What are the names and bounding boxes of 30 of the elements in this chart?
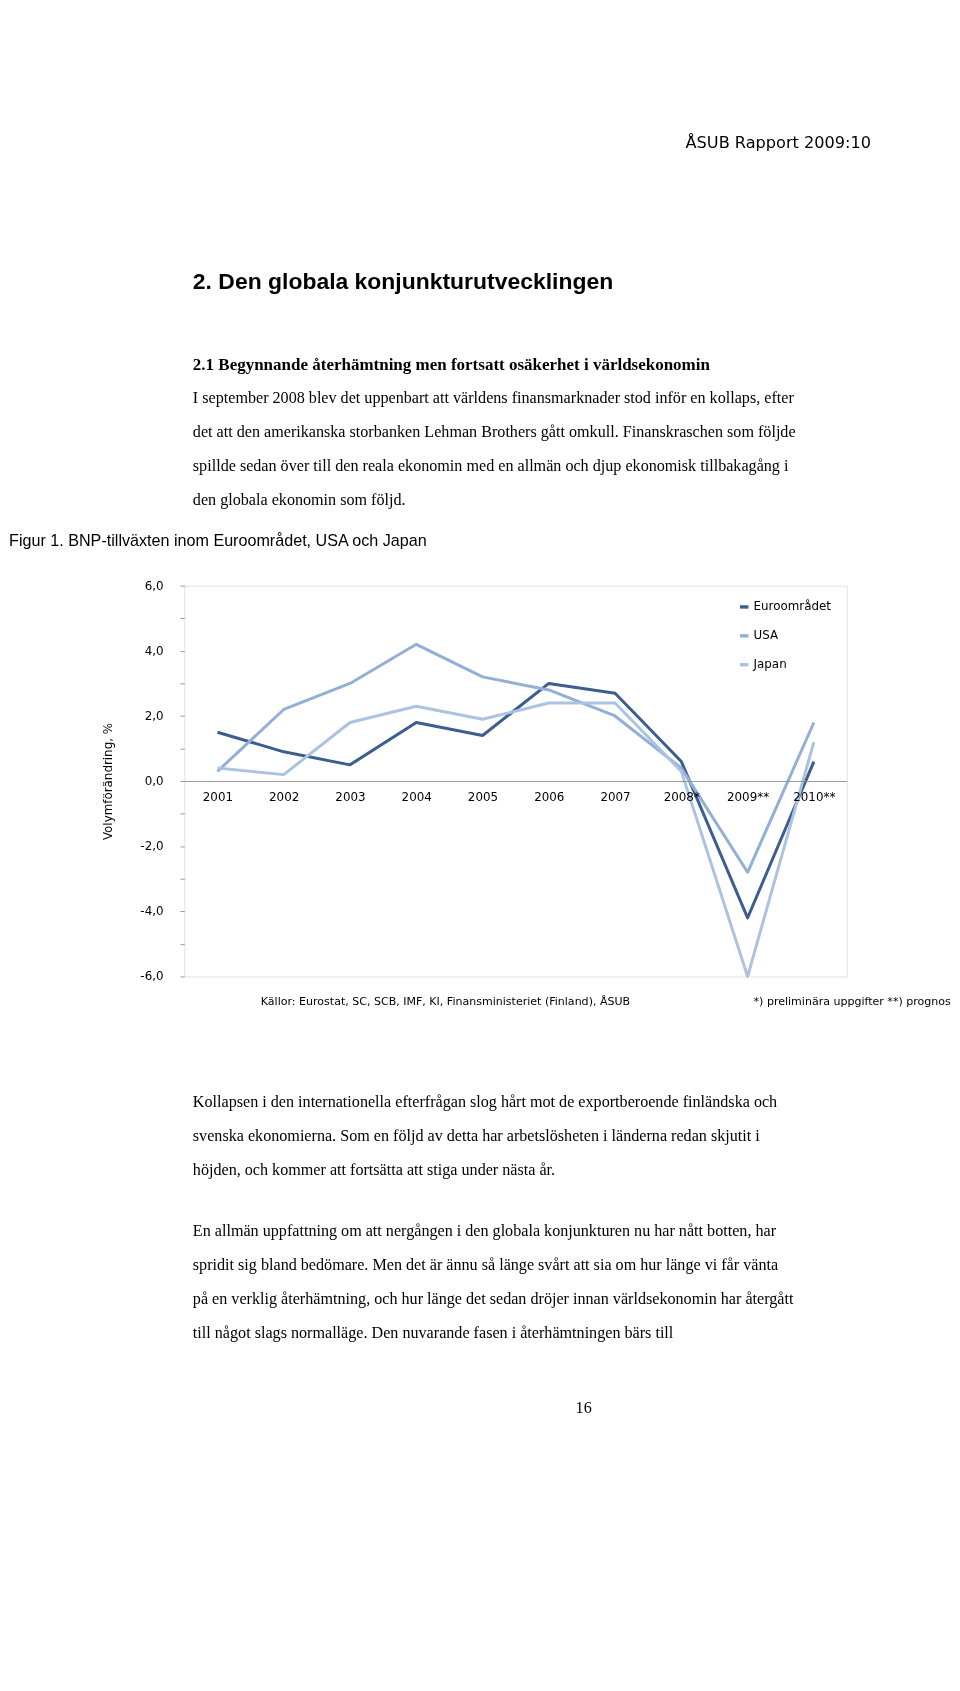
legend-label: Euroområdet [753,599,832,614]
y-tick-label: 2,0 [144,708,164,723]
text: ÅSUB Rapport 2009:10 [685,133,871,153]
x-tick-label: 2010** [793,790,836,805]
x-tick-label: 2005 [467,790,499,805]
x-tick-label: 2006 [534,790,565,805]
y-tick-label: 6,0 [144,578,164,593]
x-tick-label: 2002 [269,790,300,805]
x-tick-label: 2003 [335,790,366,805]
x-tick-label: 2001 [202,790,234,805]
y-axis-title: Volymförändring, % [101,722,116,841]
chart-title: Figur 1. BNP-tillväxten inom Euroområdet, USA och Japan [9,530,427,549]
x-tick-label: 2009** [726,790,770,805]
legend-label: USA [753,628,780,643]
text: 2. Den globala konjunkturutvecklingen [192,268,614,295]
text: Kollapsen i den internationella efterfrågan slog hårt mot de exportberoende finländska och svenska ekonomierna. Som en följd av detta har arbetslösheten i länderna redan skjutit i höjden, och kommer att fortsätta att stiga under nästa år. [192,1093,778,1180]
text: Källor: Eurostat, SC, SCB, IMF, KI, Finansministeriet (Finland), ÅSUB [260,995,631,1009]
y-tick-label: -4,0 [140,904,164,919]
y-tick-label: 4,0 [144,643,164,658]
y-tick-label: 0,0 [144,773,164,788]
x-tick-label: 2004 [401,790,432,805]
y-tick-label: -6,0 [140,969,164,984]
y-tick-label: -2,0 [140,839,164,854]
x-tick-label: 2007 [600,790,631,805]
text: 2.1 Begynnande återhämtning men fortsatt osäkerhet i världsekonomin [192,354,711,374]
text: I september 2008 blev det uppenbart att världens finansmarknader stod inför en kollaps, efter det att den amerikanska storbanken Lehman Brothers gått omkull. Finanskraschen som följde spillde sedan över till den reala ekonomin med en allmän och djup ekonomisk tillbakagång i den globala ekonomin som följd. [192,389,796,510]
text: *) preliminära uppgifter **) prognos [753,995,951,1009]
text: 16 [575,1399,592,1417]
text: En allmän uppfattning om att nergången i den globala konjunkturen nu har nått botten, har spridit sig bland bedömare. Men det är ännu så länge svårt att sia om hur länge vi får vänta på en verklig återhämtning, och hur länge det sedan dröjer innan världsekonomin har återgått till något slags normalläge. Den nuvarande fasen i återhämtningen bärs till [192,1222,794,1343]
legend-label: Japan [752,657,787,672]
